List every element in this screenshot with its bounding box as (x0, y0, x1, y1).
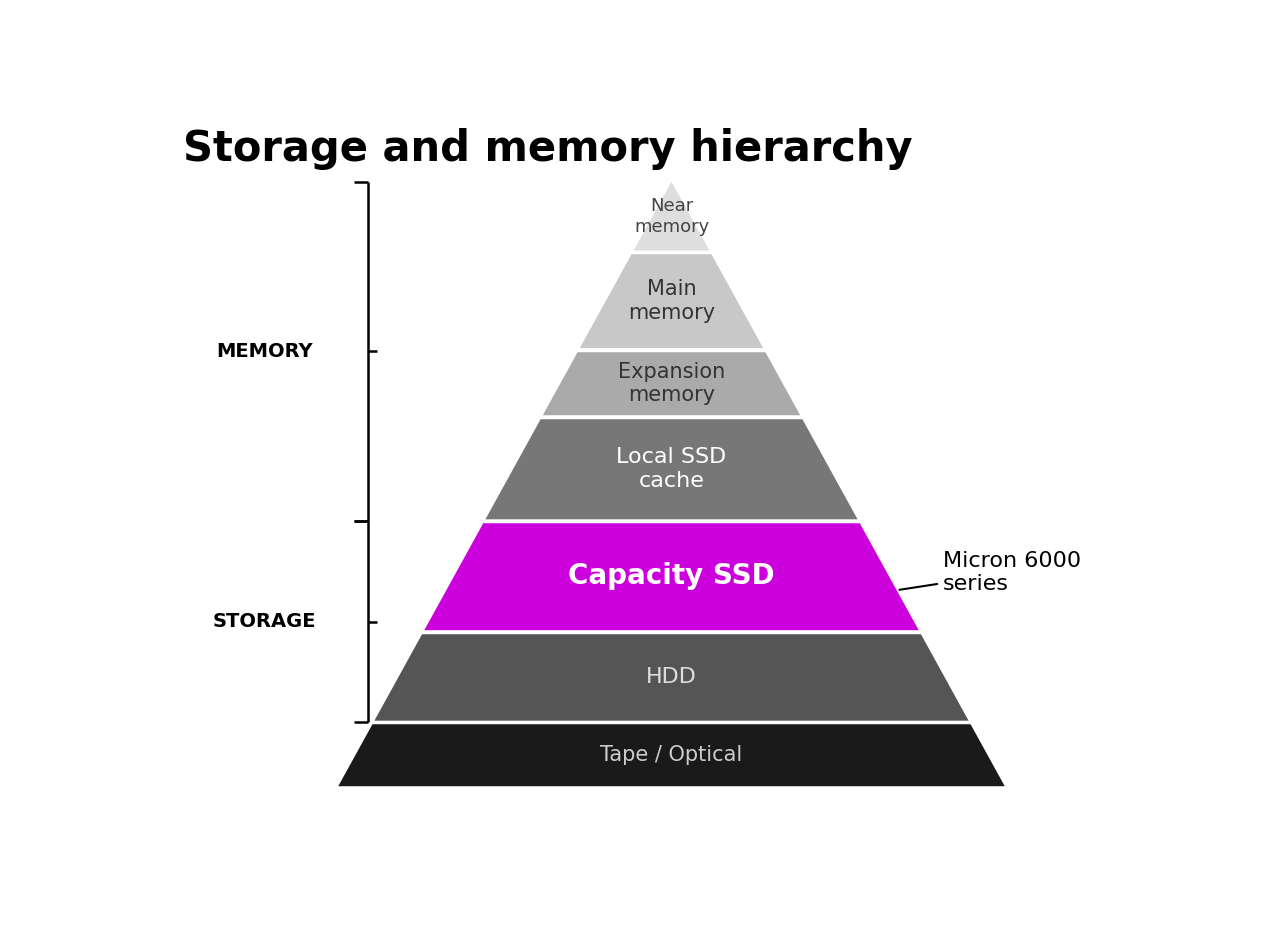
Polygon shape (374, 633, 969, 721)
Text: Expansion
memory: Expansion memory (618, 361, 726, 405)
Polygon shape (338, 724, 1005, 787)
Polygon shape (543, 351, 800, 415)
Polygon shape (485, 418, 858, 519)
Text: Local SSD
cache: Local SSD cache (617, 447, 727, 491)
Text: Micron 6000
series: Micron 6000 series (900, 551, 1080, 594)
Text: Capacity SSD: Capacity SSD (568, 562, 774, 590)
Polygon shape (424, 522, 919, 630)
Text: HDD: HDD (646, 668, 696, 687)
Text: Tape / Optical: Tape / Optical (600, 745, 742, 765)
Text: Near
memory: Near memory (634, 196, 709, 236)
Text: Main
memory: Main memory (628, 279, 716, 323)
Text: STORAGE: STORAGE (212, 613, 316, 631)
Polygon shape (634, 182, 709, 250)
Text: Storage and memory hierarchy: Storage and memory hierarchy (183, 128, 913, 169)
Polygon shape (580, 254, 763, 348)
Text: MEMORY: MEMORY (216, 342, 312, 361)
